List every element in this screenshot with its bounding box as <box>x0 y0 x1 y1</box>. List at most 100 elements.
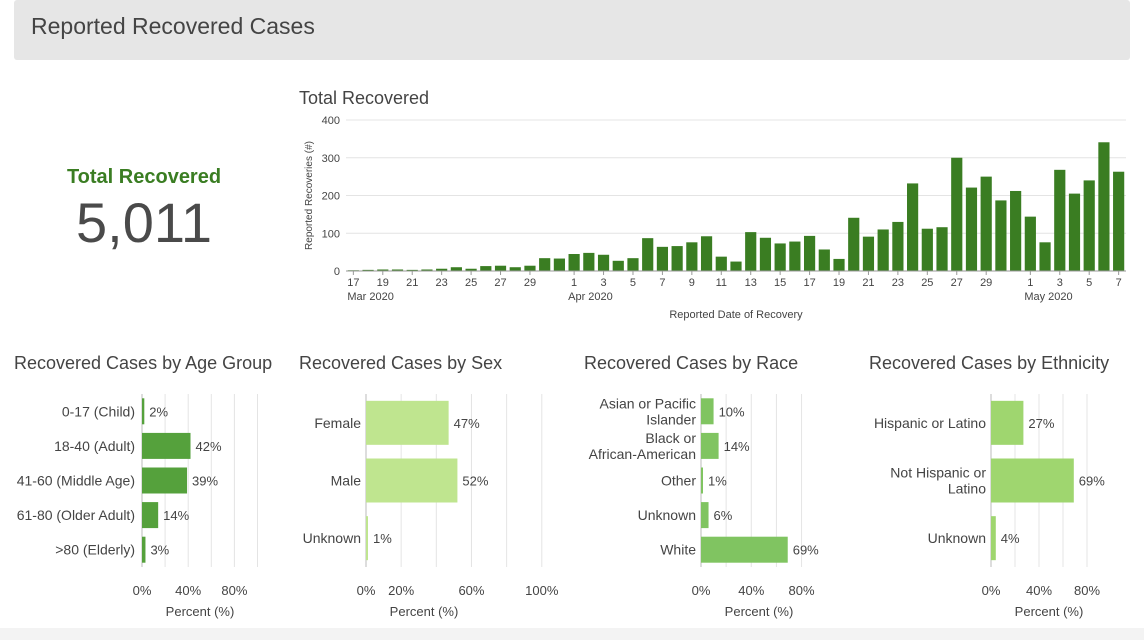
age-bar <box>142 398 145 425</box>
sex-bar <box>366 458 458 503</box>
recovery-bar <box>524 265 536 271</box>
recovery-bar <box>921 228 933 271</box>
race-value-label: 6% <box>714 508 733 523</box>
x-tick-label: 0% <box>692 583 711 598</box>
sex-value-label: 1% <box>373 531 392 546</box>
y-axis-title: Reported Recoveries (#) <box>304 141 315 250</box>
recovery-bar <box>848 217 860 271</box>
page-title: Reported Recovered Cases <box>31 13 315 39</box>
ethnicity-chart-title: Recovered Cases by Ethnicity <box>869 353 1110 373</box>
age-value-label: 39% <box>192 474 218 489</box>
recovery-bar <box>480 266 492 271</box>
x-tick-label: 40% <box>738 583 764 598</box>
recovery-bar <box>951 157 963 271</box>
recovery-bar <box>377 269 389 271</box>
recovery-bar <box>759 237 772 271</box>
recovery-bar <box>421 269 433 271</box>
race-chart-title: Recovered Cases by Race <box>584 353 799 373</box>
x-tick-label: 80% <box>789 583 815 598</box>
race-bar <box>701 398 714 425</box>
recovery-bar <box>568 254 580 271</box>
sex-bar <box>366 400 449 445</box>
y-tick-label: 100 <box>322 228 340 240</box>
sex-category-label: Male <box>331 473 362 489</box>
race-value-label: 1% <box>708 474 727 489</box>
x-tick-label: 7 <box>659 277 665 289</box>
recovery-bar <box>1113 171 1125 271</box>
x-axis-title: Percent (%) <box>390 604 459 619</box>
recovery-bar <box>892 221 904 271</box>
race-category-label: African-American <box>589 446 696 462</box>
x-tick-label: 1 <box>1027 277 1033 289</box>
x-tick-label: 19 <box>377 277 389 289</box>
race-bar <box>701 467 703 494</box>
age-category-label: 18-40 (Adult) <box>54 438 135 454</box>
month-label: Mar 2020 <box>347 291 393 303</box>
x-tick-label: 3 <box>1057 277 1063 289</box>
recovery-bar <box>965 187 978 271</box>
race-value-label: 10% <box>719 404 745 419</box>
x-tick-label: 23 <box>892 277 904 289</box>
x-tick-label: 0% <box>357 583 376 598</box>
x-tick-label: 15 <box>774 277 786 289</box>
race-category-label: Islander <box>646 411 696 427</box>
ethnicity-value-label: 27% <box>1028 416 1054 431</box>
total-recovered-value: 5,011 <box>76 191 212 254</box>
recovery-bar <box>656 246 669 271</box>
recovery-bar <box>642 238 654 271</box>
ethnicity-value-label: 69% <box>1079 474 1105 489</box>
age-bar <box>142 467 188 494</box>
race-category-label: Unknown <box>638 507 696 523</box>
race-category-label: Black or <box>645 430 696 446</box>
sex-value-label: 52% <box>462 474 488 489</box>
recovery-bar <box>553 258 565 271</box>
age-category-label: 41-60 (Middle Age) <box>17 473 135 489</box>
bottom-divider <box>0 628 1144 640</box>
race-bar <box>701 432 719 459</box>
sex-value-label: 47% <box>454 416 480 431</box>
recovery-bar <box>450 267 462 271</box>
recovery-bar <box>494 265 507 271</box>
x-tick-label: 80% <box>1074 583 1100 598</box>
recovery-bar <box>730 261 742 271</box>
x-tick-label: 0% <box>133 583 152 598</box>
sex-chart-title: Recovered Cases by Sex <box>299 353 503 373</box>
race-value-label: 14% <box>724 439 750 454</box>
recovery-bar <box>936 227 948 271</box>
month-label: Apr 2020 <box>568 291 613 303</box>
recovery-bar <box>406 269 418 271</box>
ethnicity-category-label: Unknown <box>928 530 986 546</box>
y-tick-label: 0 <box>334 266 340 278</box>
recovery-bar <box>1010 190 1022 271</box>
recovery-bar <box>583 252 595 271</box>
race-bar <box>701 536 788 563</box>
recovery-bar <box>671 246 683 271</box>
recovery-bar <box>774 243 786 271</box>
x-tick-label: 1 <box>571 277 577 289</box>
x-tick-label: 40% <box>1026 583 1052 598</box>
age-value-label: 3% <box>150 543 169 558</box>
x-axis-title: Reported Date of Recovery <box>669 309 803 321</box>
month-label: May 2020 <box>1024 291 1072 303</box>
page-header: Reported Recovered Cases <box>14 0 1130 60</box>
recovery-bar <box>436 268 448 271</box>
ethnicity-bar <box>991 400 1024 445</box>
recovery-bar <box>1068 193 1081 271</box>
timeseries-chart-title: Total Recovered <box>299 88 430 108</box>
race-value-label: 69% <box>793 543 819 558</box>
ethnicity-category-label: Not Hispanic or <box>890 465 986 481</box>
race-category-label: Other <box>661 473 696 489</box>
x-tick-label: 29 <box>524 277 536 289</box>
recovery-bar <box>862 236 875 271</box>
recovery-bar <box>803 235 816 271</box>
sex-category-label: Unknown <box>303 530 361 546</box>
recovery-bar <box>1024 216 1036 271</box>
y-tick-label: 300 <box>322 153 340 165</box>
ethnicity-value-label: 4% <box>1001 531 1020 546</box>
x-tick-label: 0% <box>982 583 1001 598</box>
recovery-bar <box>715 256 727 271</box>
x-tick-label: 25 <box>921 277 933 289</box>
recovery-bar <box>391 269 404 271</box>
recovery-bar <box>539 258 551 271</box>
